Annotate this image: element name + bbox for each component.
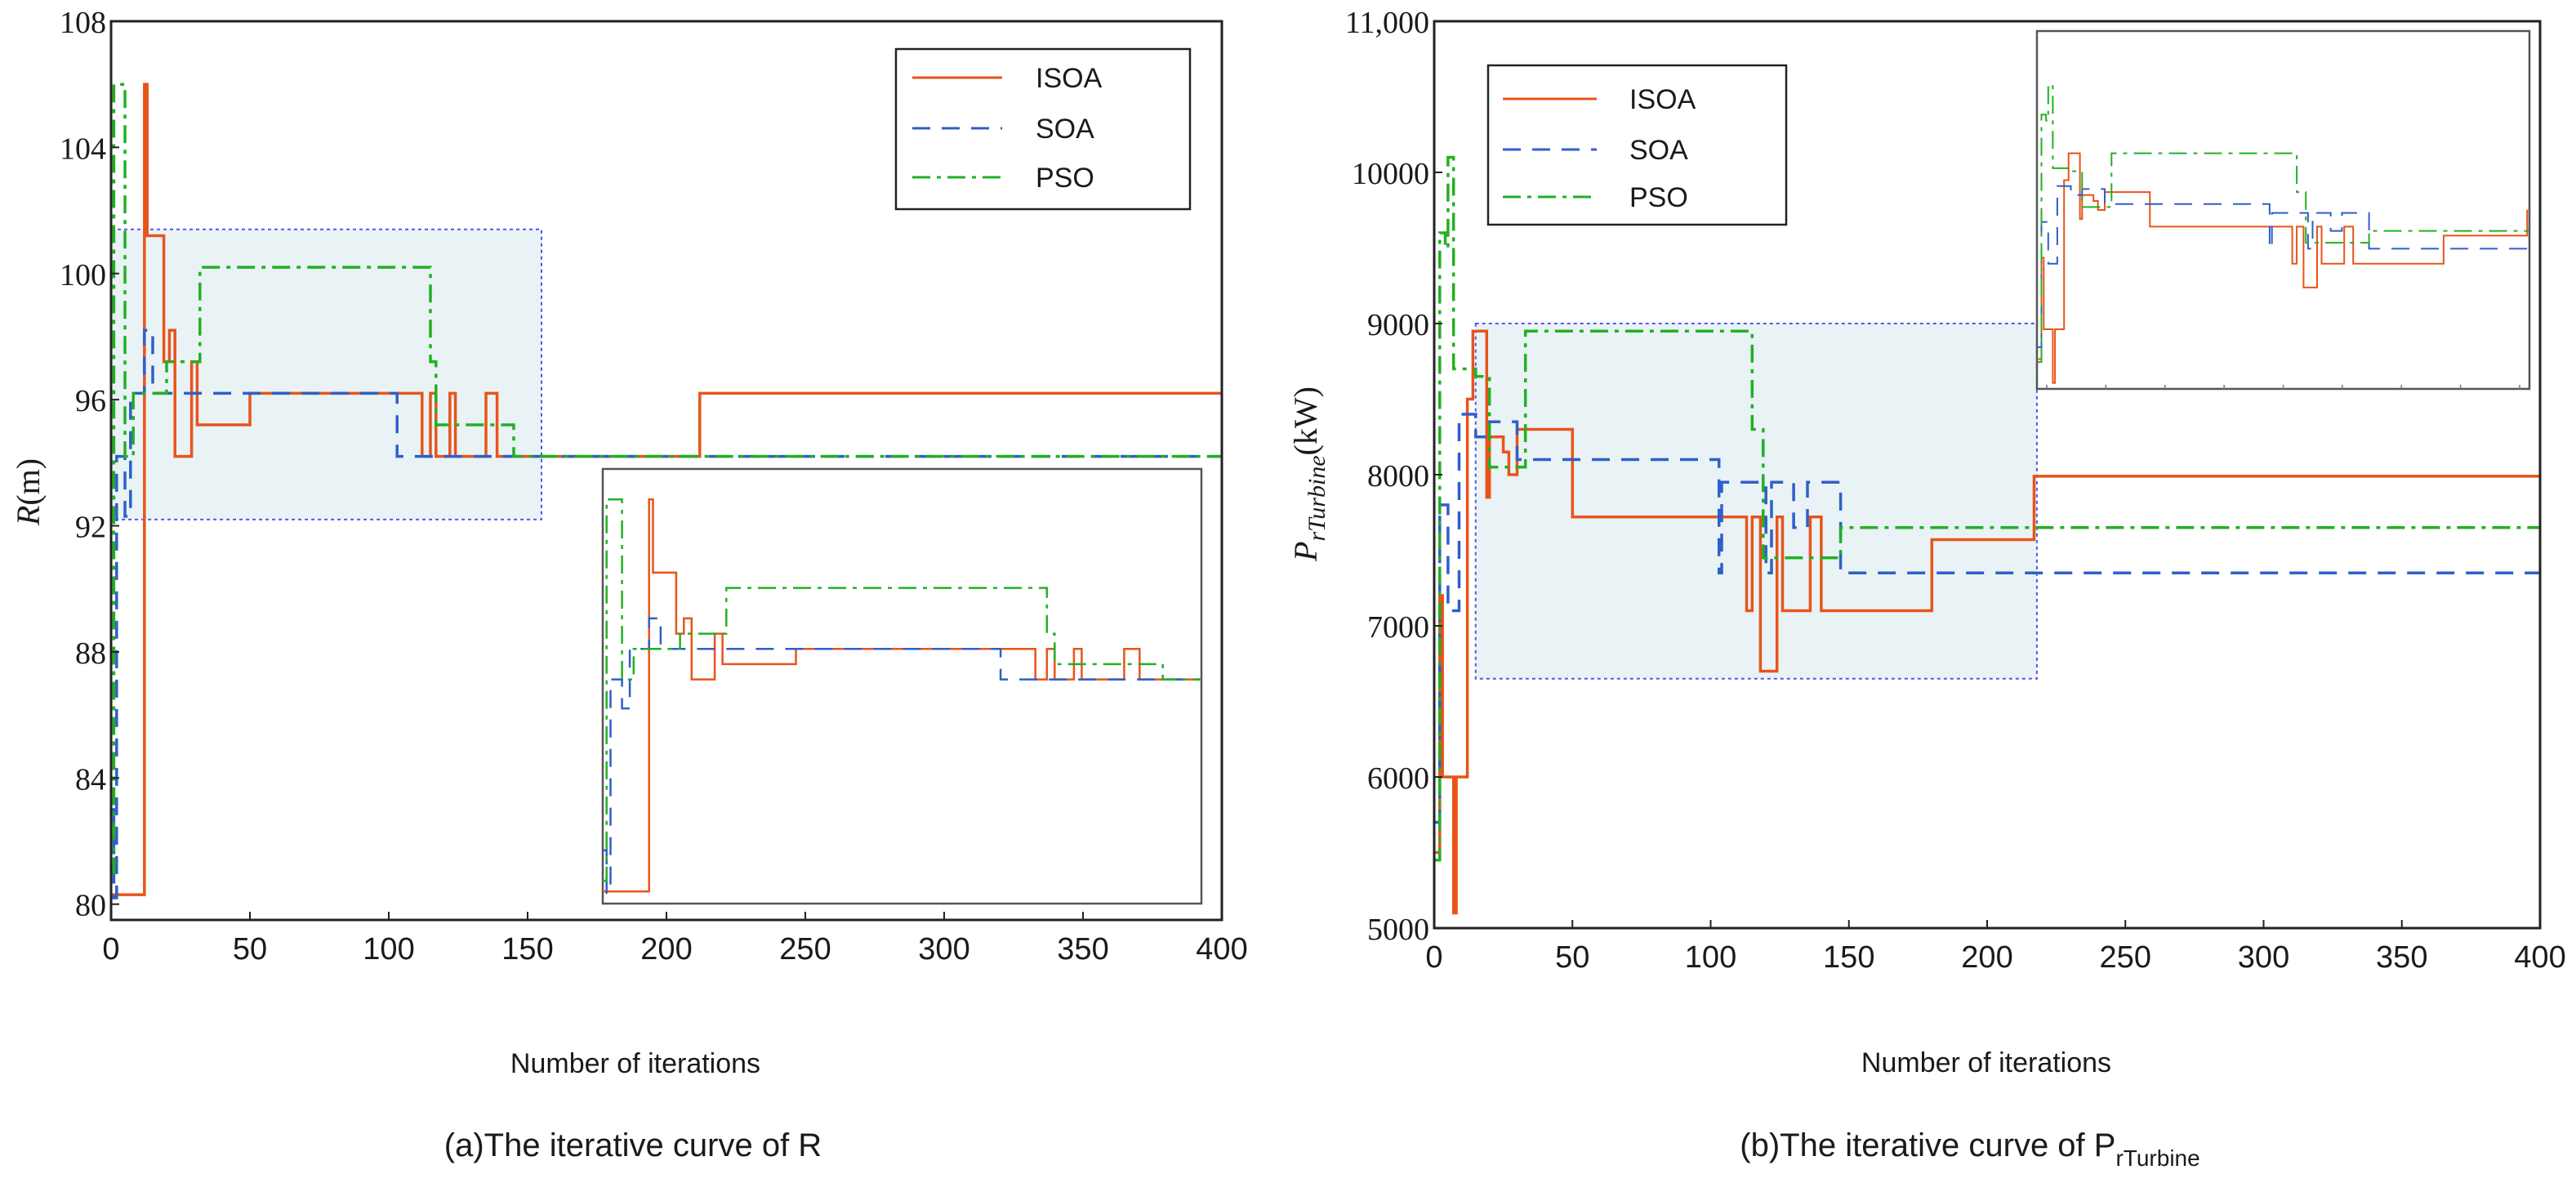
chart-a-ylabel: R(m) [10, 458, 47, 526]
chart-b-legend-label-isoa: ISOA [1629, 84, 1696, 115]
chart-a-ytick-label: 92 [75, 511, 106, 545]
chart-a-series-pso [111, 83, 1222, 874]
chart-a-xtick-label: 200 [640, 932, 692, 967]
chart-b-highlight-region [1474, 323, 2038, 680]
chart-b-ticks: 0 50 100 150 200 250 300 350 400 5000 6000 7000 8000… [1345, 6, 2566, 975]
chart-b-xtick-label: 200 [1961, 940, 2012, 975]
chart-b-xtick-label: 250 [2100, 940, 2151, 975]
chart-a-inset [601, 467, 1203, 905]
chart-b-ylabel: PrTurbine(kW) [1287, 386, 1330, 562]
chart-b-xtick-label: 50 [1555, 940, 1589, 975]
chart-a-legend: ISOA SOA PSO [894, 47, 1192, 211]
chart-b-series-group [1434, 155, 2540, 915]
chart-a-xtick-label: 100 [363, 932, 414, 967]
chart-b-series-pso [1434, 155, 2540, 862]
chart-a-ytick-label: 88 [75, 636, 106, 671]
chart-b-series-soa [1434, 413, 2540, 824]
chart-a-xtick-label: 350 [1057, 932, 1108, 967]
chart-a-ytick-label: 100 [60, 258, 106, 292]
chart-b-xtick-label: 400 [2514, 940, 2565, 975]
chart-b: 0 50 100 150 200 250 300 350 400 5000 6000 7000 8000… [1287, 6, 2566, 1171]
chart-a: 0 50 100 150 200 250 300 350 400 80 84 88 92 96 100 104… [10, 6, 1248, 1163]
chart-a-ytick-label: 80 [75, 889, 106, 923]
chart-a-inset-frame [601, 467, 1203, 905]
chart-a-xtick-label: 250 [779, 932, 831, 967]
chart-a-series-soa [111, 328, 1222, 900]
chart-b-ytick-label: 8000 [1367, 459, 1429, 493]
chart-a-ytick-label: 104 [60, 132, 106, 166]
chart-b-xtick-label: 350 [2376, 940, 2427, 975]
chart-b-caption-sub: rTurbine [2115, 1145, 2199, 1171]
chart-a-highlight-region [110, 228, 542, 520]
chart-b-legend: ISOA SOA PSO [1486, 64, 1788, 226]
chart-a-legend-label-pso: PSO [1036, 163, 1094, 194]
chart-a-legend-label-soa: SOA [1036, 114, 1094, 145]
chart-b-ylabel-main: P [1287, 542, 1324, 562]
chart-b-ytick-label: 11,000 [1345, 6, 1429, 40]
chart-a-inset-series-pso [603, 498, 1201, 882]
chart-b-legend-label-soa: SOA [1629, 135, 1688, 166]
chart-a-ytick-label: 84 [75, 762, 106, 797]
chart-a-ytick-label: 108 [60, 6, 106, 40]
chart-a-ylabel-unit: (m) [10, 458, 47, 506]
chart-b-legend-box [1486, 64, 1788, 226]
chart-a-xtick-label: 50 [233, 932, 267, 967]
chart-b-xtick-label: 150 [1823, 940, 1874, 975]
chart-b-legend-label-pso: PSO [1629, 182, 1688, 213]
chart-a-ytick-label: 96 [75, 384, 106, 418]
chart-a-xtick-label: 300 [918, 932, 969, 967]
chart-a-xtick-label: 150 [501, 932, 553, 967]
chart-a-caption: (a)The iterative curve of R [444, 1127, 822, 1163]
chart-b-xtick-label: 0 [1425, 940, 1442, 975]
chart-a-xtick-label: 400 [1196, 932, 1247, 967]
chart-b-xtick-label: 100 [1685, 940, 1736, 975]
chart-a-series-group [111, 83, 1222, 900]
chart-a-inset-series-group [603, 498, 1201, 895]
chart-b-ytick-label: 5000 [1367, 913, 1429, 947]
chart-b-ytick-label: 9000 [1367, 308, 1429, 342]
chart-b-ytick-label: 7000 [1367, 610, 1429, 645]
chart-b-inset [2035, 29, 2531, 391]
chart-a-ylabel-main: R [10, 506, 47, 526]
chart-a-ticks: 0 50 100 150 200 250 300 350 400 80 84 88 92 96 100 104… [60, 6, 1248, 967]
chart-a-inset-series-soa [603, 617, 1201, 895]
chart-b-xlabel: Number of iterations [1861, 1047, 2111, 1078]
chart-a-xtick-label: 0 [102, 932, 119, 967]
chart-b-ylabel-sub: rTurbine [1304, 455, 1330, 541]
chart-a-xlabel: Number of iterations [510, 1048, 760, 1079]
chart-b-inset-series-soa [2037, 185, 2529, 348]
chart-b-ytick-label: 10000 [1352, 157, 1429, 191]
chart-b-inset-frame [2035, 29, 2531, 391]
chart-a-legend-label-isoa: ISOA [1036, 63, 1103, 94]
chart-b-inset-series-group [2037, 83, 2529, 384]
chart-b-caption: (b)The iterative curve of PrTurbine [1740, 1127, 2199, 1171]
chart-b-inset-ticks [2046, 385, 2520, 389]
chart-b-xtick-label: 300 [2238, 940, 2289, 975]
chart-b-caption-main: (b)The iterative curve of P [1740, 1127, 2115, 1163]
chart-b-inset-series-pso [2037, 83, 2529, 364]
chart-b-ylabel-unit: (kW) [1287, 386, 1324, 455]
chart-b-ytick-label: 6000 [1367, 761, 1429, 796]
